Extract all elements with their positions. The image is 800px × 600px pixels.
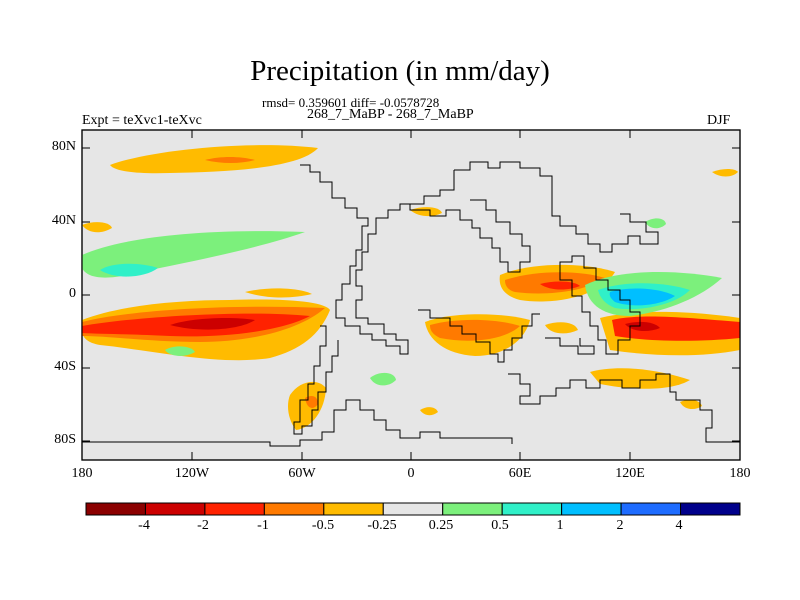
lon-label-120w: 120W [174,466,210,481]
colorbar-label: -4 [138,518,150,533]
lat-label-80s: 80S [54,432,76,447]
axis-ticks [82,130,740,460]
antarctica-outline [82,399,513,447]
colorbar-label: -0.5 [311,518,335,533]
contour-blue [609,288,675,306]
colorbar [85,502,741,516]
contour-orange [712,169,738,177]
colorbar-label: 0.25 [428,518,454,533]
contour-red [540,281,580,290]
colorbar-label: 0.5 [491,518,509,533]
contour-orange [410,207,442,217]
contour-orange-dark [205,157,255,163]
continent-outlines [82,161,740,447]
colorbar-swatch [204,502,265,516]
contour-green [645,218,666,229]
lat-label-40s: 40S [54,359,76,374]
lat-label-80n: 80N [51,139,76,154]
lon-label-60w: 60W [288,466,316,481]
lat-label-0: 0 [69,286,76,301]
contour-orange [245,288,312,298]
colorbar-label: -0.25 [367,518,397,533]
map-title: Precipitation (in mm/day) [250,55,550,87]
contour-orange [545,322,578,334]
colorbar-swatch [442,502,503,516]
americas-outline [300,164,418,355]
lon-label-60e: 60E [508,466,532,481]
colorbar-swatch [501,502,563,516]
lon-label-0: 0 [407,466,415,481]
contour-dark-red [170,317,255,330]
australia-outline [508,373,740,443]
stats-line: rmsd= 0.359601 diff= -0.0578728 [262,95,440,110]
colorbar-swatch [263,502,325,516]
colorbar-swatch [561,502,622,516]
south-america-outline [293,325,339,435]
contour-dark-red [625,321,660,332]
contour-orange [288,381,326,430]
contour-orange [82,222,112,233]
experiment-label: Expt = teXvc1-teXvc [82,113,202,128]
contour-green [165,346,195,356]
contour-orange [420,407,438,416]
colorbar-swatch [323,502,384,516]
colorbar-label: 1 [556,518,564,533]
colorbar-label: -1 [257,518,269,533]
maritime-outline [545,337,595,355]
contour-orange-dark [430,319,520,341]
colorbar-swatch [144,502,206,516]
colorbar-label: 4 [675,518,683,533]
contour-cyan [100,263,158,277]
colorbar-label: -2 [197,518,209,533]
season-label: DJF [707,113,731,128]
colorbar-label: 2 [616,518,624,533]
contour-green [370,372,396,386]
contour-orange [590,368,690,389]
eurasia-africa-outline [454,161,659,253]
colorbar-swatch [620,502,682,516]
colorbar-swatch [680,502,741,516]
africa-outline [418,309,540,363]
lon-label-180w: 180 [71,466,93,481]
colorbar-swatch [85,502,146,516]
lon-label-120e: 120E [615,466,645,481]
asia-south-outline [559,255,641,355]
lat-label-40n: 40N [51,213,76,228]
contour-orange [680,399,702,410]
comparison-label: 268_7_MaBP - 268_7_MaBP [307,107,474,122]
colorbar-swatch [382,502,444,516]
europe-outline [409,170,531,273]
lon-label-180e: 180 [729,466,751,481]
contour-fields [82,145,740,430]
